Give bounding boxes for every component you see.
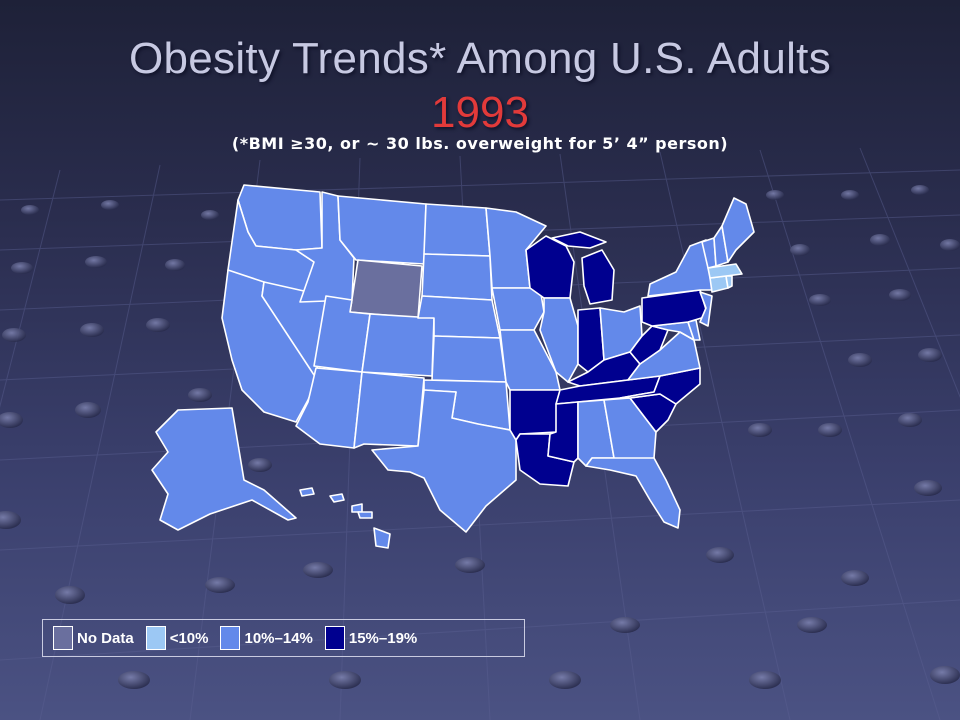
legend-swatch-no-data <box>53 626 73 650</box>
legend-label-under-10: <10% <box>169 629 209 647</box>
map-legend: No Data <10% 10%–14% 15%–19% <box>42 619 525 657</box>
legend-label-no-data: No Data <box>77 629 134 647</box>
legend-swatch-15-19 <box>324 626 345 650</box>
legend-swatch-10-14 <box>220 626 241 650</box>
state-fl <box>585 457 681 529</box>
legend-item-no-data: No Data <box>53 626 134 650</box>
state-ks <box>431 335 507 383</box>
slide-title: Obesity Trends* Among U.S. Adults <box>128 34 832 83</box>
state-sd <box>421 253 493 301</box>
state-hi <box>299 487 391 549</box>
legend-label-10-14: 10%–14% <box>244 629 313 647</box>
state-mi <box>551 231 615 305</box>
year-label: 1993 <box>431 88 529 137</box>
state-ny <box>647 239 713 297</box>
state-wy <box>349 259 423 319</box>
state-va <box>627 331 701 381</box>
bmi-footnote: (*BMI ≥30, or ~ 30 lbs. overweight for 5… <box>231 134 729 153</box>
state-ma <box>707 263 743 279</box>
state-co <box>361 313 435 377</box>
state-ak <box>151 407 297 531</box>
state-ia <box>491 287 545 331</box>
legend-item-10-14: 10%–14% <box>220 626 313 650</box>
legend-item-15-19: 15%–19% <box>324 626 418 650</box>
state-nd <box>423 203 491 257</box>
state-mt <box>337 195 427 265</box>
legend-label-15-19: 15%–19% <box>348 629 418 647</box>
legend-swatch-under-10 <box>145 626 166 650</box>
state-tx <box>371 389 517 533</box>
state-me <box>721 197 755 263</box>
state-ri <box>725 275 733 289</box>
state-nm <box>353 371 425 449</box>
state-nc <box>619 367 701 405</box>
legend-item-under-10: <10% <box>145 626 209 650</box>
state-wi <box>525 235 575 299</box>
state-nj <box>699 291 713 327</box>
decorative-dots <box>0 185 960 689</box>
